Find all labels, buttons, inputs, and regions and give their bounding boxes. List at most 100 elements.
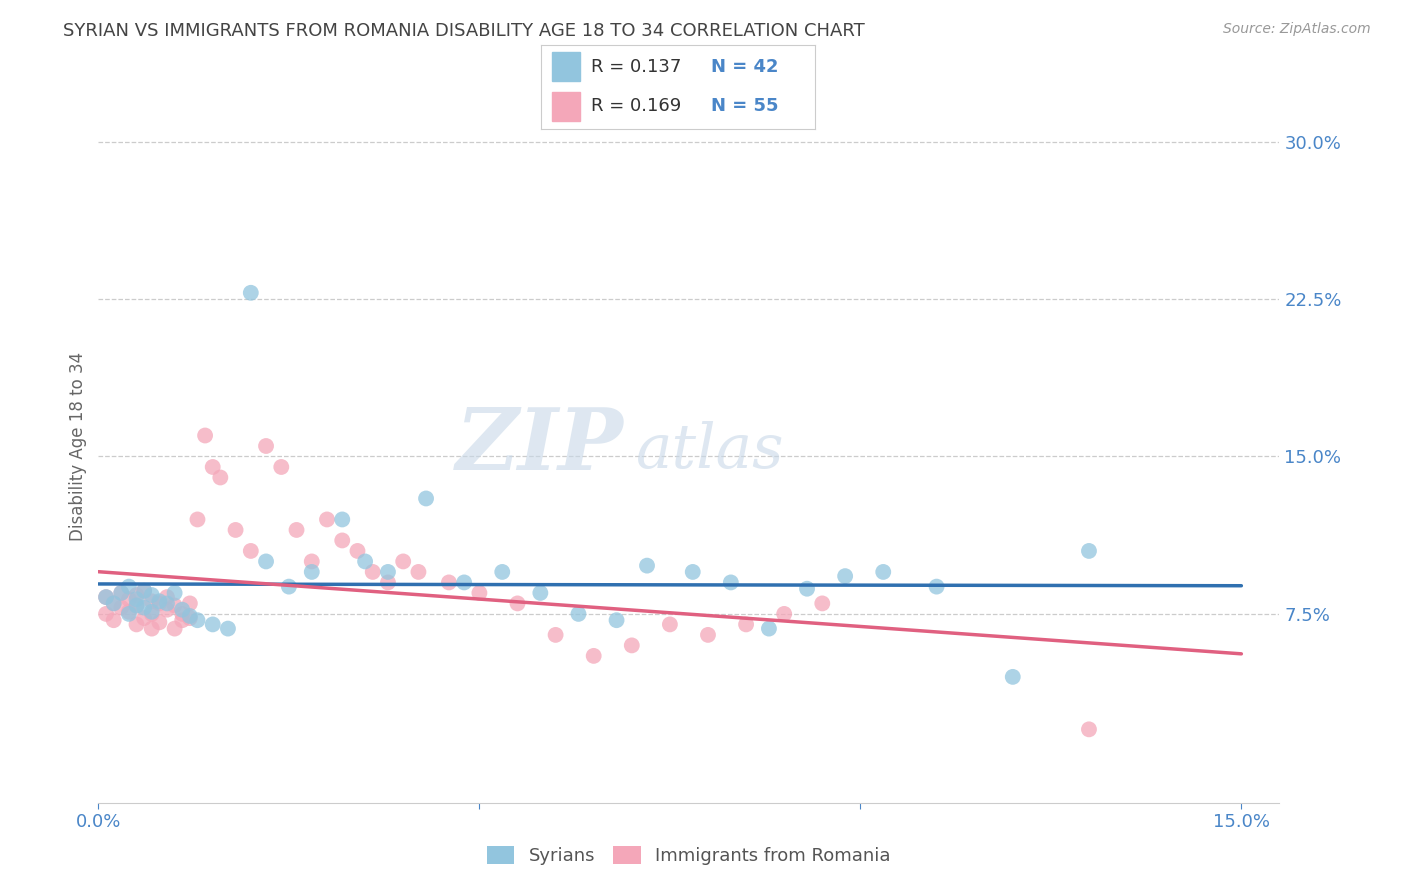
Point [94, 607, 117, 621]
Point [134, 611, 156, 625]
Point [582, 648, 605, 663]
Point [163, 599, 186, 613]
Point [125, 592, 148, 607]
Point [179, 611, 201, 625]
Point [529, 586, 551, 600]
Point [110, 600, 132, 615]
Point [468, 586, 491, 600]
Point [125, 617, 148, 632]
Point [796, 582, 818, 596]
Point [134, 583, 156, 598]
Point [811, 596, 834, 610]
Text: ZIP: ZIP [456, 404, 624, 488]
Point [94, 590, 117, 604]
Point [141, 622, 163, 636]
Point [773, 607, 796, 621]
Point [110, 586, 132, 600]
Text: N = 55: N = 55 [711, 97, 779, 115]
Point [225, 523, 247, 537]
Point [1078, 723, 1101, 737]
Point [209, 470, 232, 484]
Point [163, 586, 186, 600]
Point [697, 628, 720, 642]
Point [103, 596, 125, 610]
Point [415, 491, 437, 506]
Text: atlas: atlas [636, 421, 785, 481]
Point [354, 554, 377, 568]
Point [437, 575, 460, 590]
Point [392, 554, 415, 568]
Legend: Syrians, Immigrants from Romania: Syrians, Immigrants from Romania [481, 838, 897, 872]
Point [316, 512, 339, 526]
Bar [553, 53, 579, 81]
Point [172, 607, 194, 621]
Point [301, 565, 323, 579]
Point [186, 613, 208, 627]
Point [925, 580, 948, 594]
Point [330, 533, 353, 548]
Point [125, 588, 148, 602]
Point [148, 596, 170, 610]
Text: R = 0.137: R = 0.137 [591, 58, 681, 76]
Point [377, 575, 399, 590]
Point [148, 615, 170, 630]
Point [172, 603, 194, 617]
Point [125, 599, 148, 613]
Point [408, 565, 430, 579]
Point [1078, 544, 1101, 558]
Point [735, 617, 758, 632]
Point [179, 596, 201, 610]
Point [720, 575, 742, 590]
Point [217, 622, 239, 636]
Point [134, 600, 156, 615]
Point [94, 590, 117, 604]
Point [118, 605, 141, 619]
Point [682, 565, 704, 579]
Text: R = 0.169: R = 0.169 [591, 97, 681, 115]
Point [103, 613, 125, 627]
Point [179, 609, 201, 624]
Text: SYRIAN VS IMMIGRANTS FROM ROMANIA DISABILITY AGE 18 TO 34 CORRELATION CHART: SYRIAN VS IMMIGRANTS FROM ROMANIA DISABI… [63, 22, 865, 40]
Point [658, 617, 681, 632]
Point [163, 622, 186, 636]
Point [141, 594, 163, 608]
Point [156, 590, 179, 604]
Point [186, 512, 208, 526]
Point [491, 565, 513, 579]
Point [172, 613, 194, 627]
Point [361, 565, 384, 579]
Point [758, 622, 780, 636]
Point [110, 586, 132, 600]
Point [239, 285, 262, 300]
Point [636, 558, 658, 573]
Point [201, 460, 224, 475]
Point [620, 639, 643, 653]
Point [156, 596, 179, 610]
Point [118, 592, 141, 607]
Point [285, 523, 308, 537]
Point [1001, 670, 1024, 684]
Point [148, 594, 170, 608]
Point [453, 575, 475, 590]
Point [277, 580, 299, 594]
Point [872, 565, 894, 579]
Point [125, 599, 148, 613]
Point [134, 583, 156, 598]
Point [606, 613, 628, 627]
Text: Source: ZipAtlas.com: Source: ZipAtlas.com [1223, 22, 1371, 37]
Point [201, 617, 224, 632]
Point [103, 596, 125, 610]
Point [141, 588, 163, 602]
Point [330, 512, 353, 526]
Point [141, 605, 163, 619]
Point [346, 544, 368, 558]
Point [834, 569, 856, 583]
Point [118, 607, 141, 621]
Point [254, 439, 277, 453]
Point [156, 603, 179, 617]
Bar [553, 92, 579, 120]
Point [254, 554, 277, 568]
Point [194, 428, 217, 442]
Text: N = 42: N = 42 [711, 58, 779, 76]
Point [239, 544, 262, 558]
